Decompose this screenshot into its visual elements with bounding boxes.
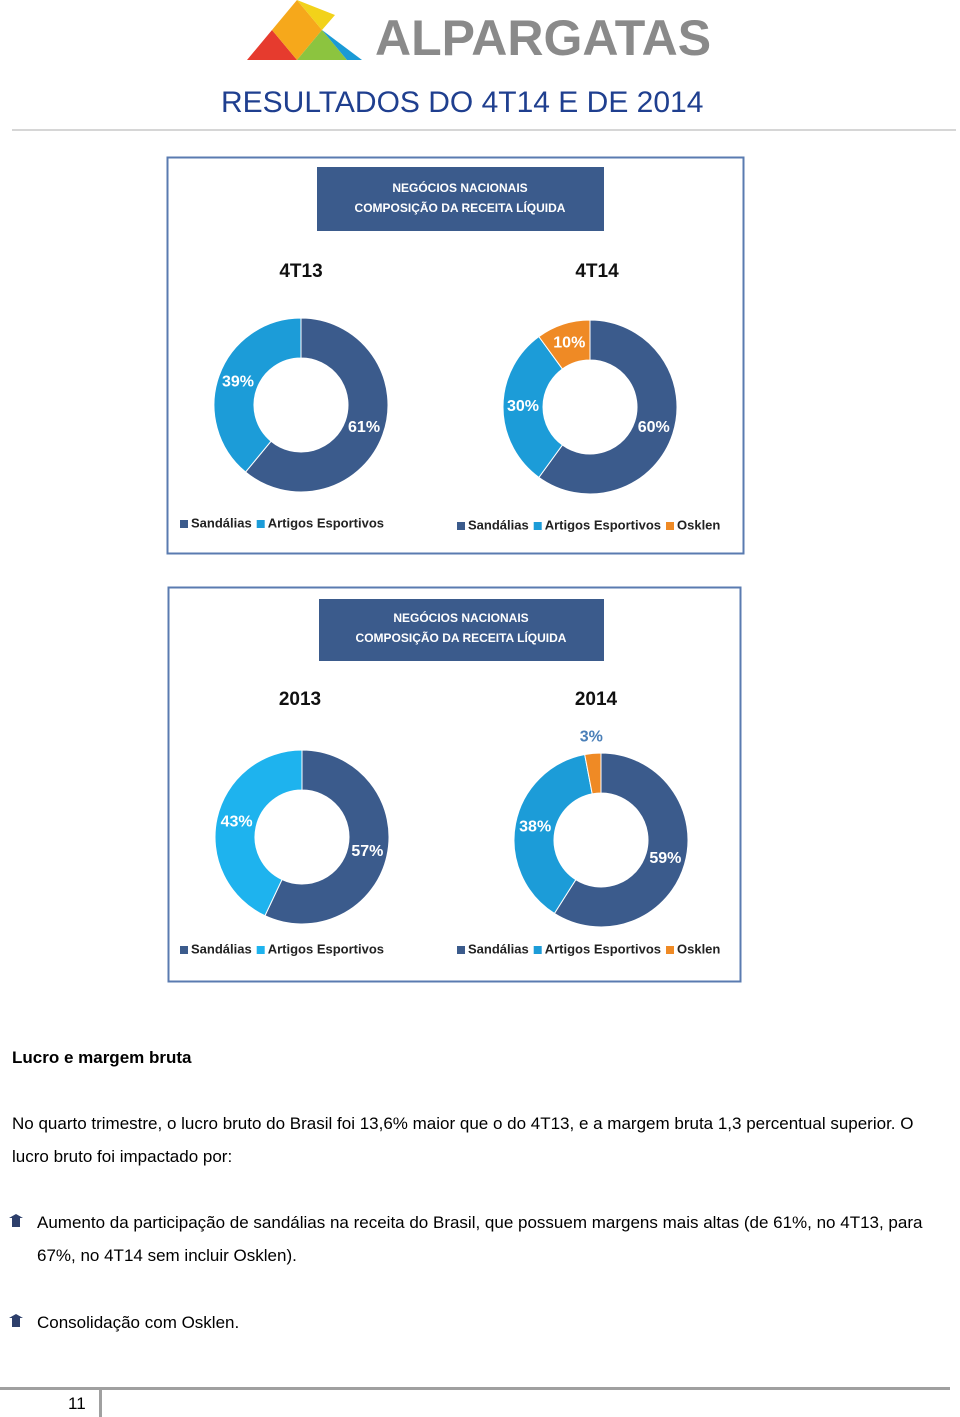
legend-label: Artigos Esportivos (268, 941, 384, 956)
legend-swatch (666, 522, 674, 530)
panel-heading-box (319, 599, 604, 661)
donut-segment (213, 317, 302, 473)
chart-title: 4T14 (575, 261, 619, 282)
legend-swatch (533, 522, 542, 530)
donut-segment (244, 317, 389, 493)
value-label: 3% (580, 729, 603, 746)
donut-segment (214, 749, 303, 917)
footer-divider (99, 1390, 102, 1417)
legend-label: Sandálias (468, 517, 529, 532)
legend-label: Osklen (677, 941, 720, 956)
value-label: 30% (507, 398, 539, 415)
panel-heading: NEGÓCIOS NACIONAIS (392, 180, 527, 195)
legend-swatch (666, 946, 674, 954)
panel-heading-box (317, 167, 604, 231)
panel-heading: COMPOSIÇÃO DA RECEITA LÍQUIDA (355, 200, 566, 215)
legend-label: Artigos Esportivos (545, 517, 661, 532)
legend-swatch (256, 520, 265, 528)
section-heading: Lucro e margem bruta (12, 1048, 192, 1067)
legend-swatch (533, 946, 542, 954)
legend-label: Artigos Esportivos (545, 941, 661, 956)
paragraph: No quarto trimestre, o lucro bruto do Br… (12, 1114, 914, 1166)
logo-mark (247, 0, 362, 60)
footer-rule (0, 1387, 950, 1390)
legend-swatch (180, 946, 188, 954)
legend-swatch (457, 946, 465, 954)
donut-segment (502, 335, 564, 479)
bullet-icon (9, 1214, 23, 1227)
bullet-icon (9, 1314, 23, 1327)
donut-segment (584, 752, 602, 795)
legend-label: Osklen (677, 517, 720, 532)
donut-segment (264, 749, 390, 925)
legend-swatch (457, 522, 465, 530)
legend-swatch (180, 520, 188, 528)
panel-heading: COMPOSIÇÃO DA RECEITA LÍQUIDA (356, 630, 567, 645)
page-number: 11 (68, 1394, 86, 1413)
chart-title: 2013 (279, 689, 321, 710)
legend-swatch (256, 946, 265, 954)
panel-heading: NEGÓCIOS NACIONAIS (393, 610, 528, 625)
legend-label: Sandálias (191, 941, 252, 956)
logo-text: ALPARGATAS (375, 10, 711, 66)
chart-title: 4T13 (279, 261, 322, 282)
legend-label: Artigos Esportivos (268, 515, 384, 530)
chart-title: 2014 (575, 689, 618, 710)
figure: ALPARGATAS RESULTADOS DO 4T14 E DE 2014 … (12, 0, 956, 983)
donut-segment (513, 753, 593, 915)
value-label: 38% (519, 819, 551, 836)
donut-segment (538, 319, 678, 495)
legend-label: Sandálias (468, 941, 529, 956)
donut-segment (553, 752, 689, 928)
value-label: 39% (222, 374, 254, 391)
value-label: 57% (351, 843, 383, 860)
value-label: 43% (221, 814, 253, 831)
bullet-text: Consolidação com Osklen. (37, 1313, 240, 1332)
value-label: 10% (553, 334, 585, 351)
value-label: 60% (638, 419, 670, 436)
donut-segment (538, 319, 591, 370)
value-label: 59% (649, 850, 681, 867)
page-title: RESULTADOS DO 4T14 E DE 2014 (221, 86, 703, 119)
bullet-text: Aumento da participação de sandálias na … (37, 1213, 923, 1265)
value-label: 61% (348, 419, 380, 436)
legend-label: Sandálias (191, 515, 252, 530)
